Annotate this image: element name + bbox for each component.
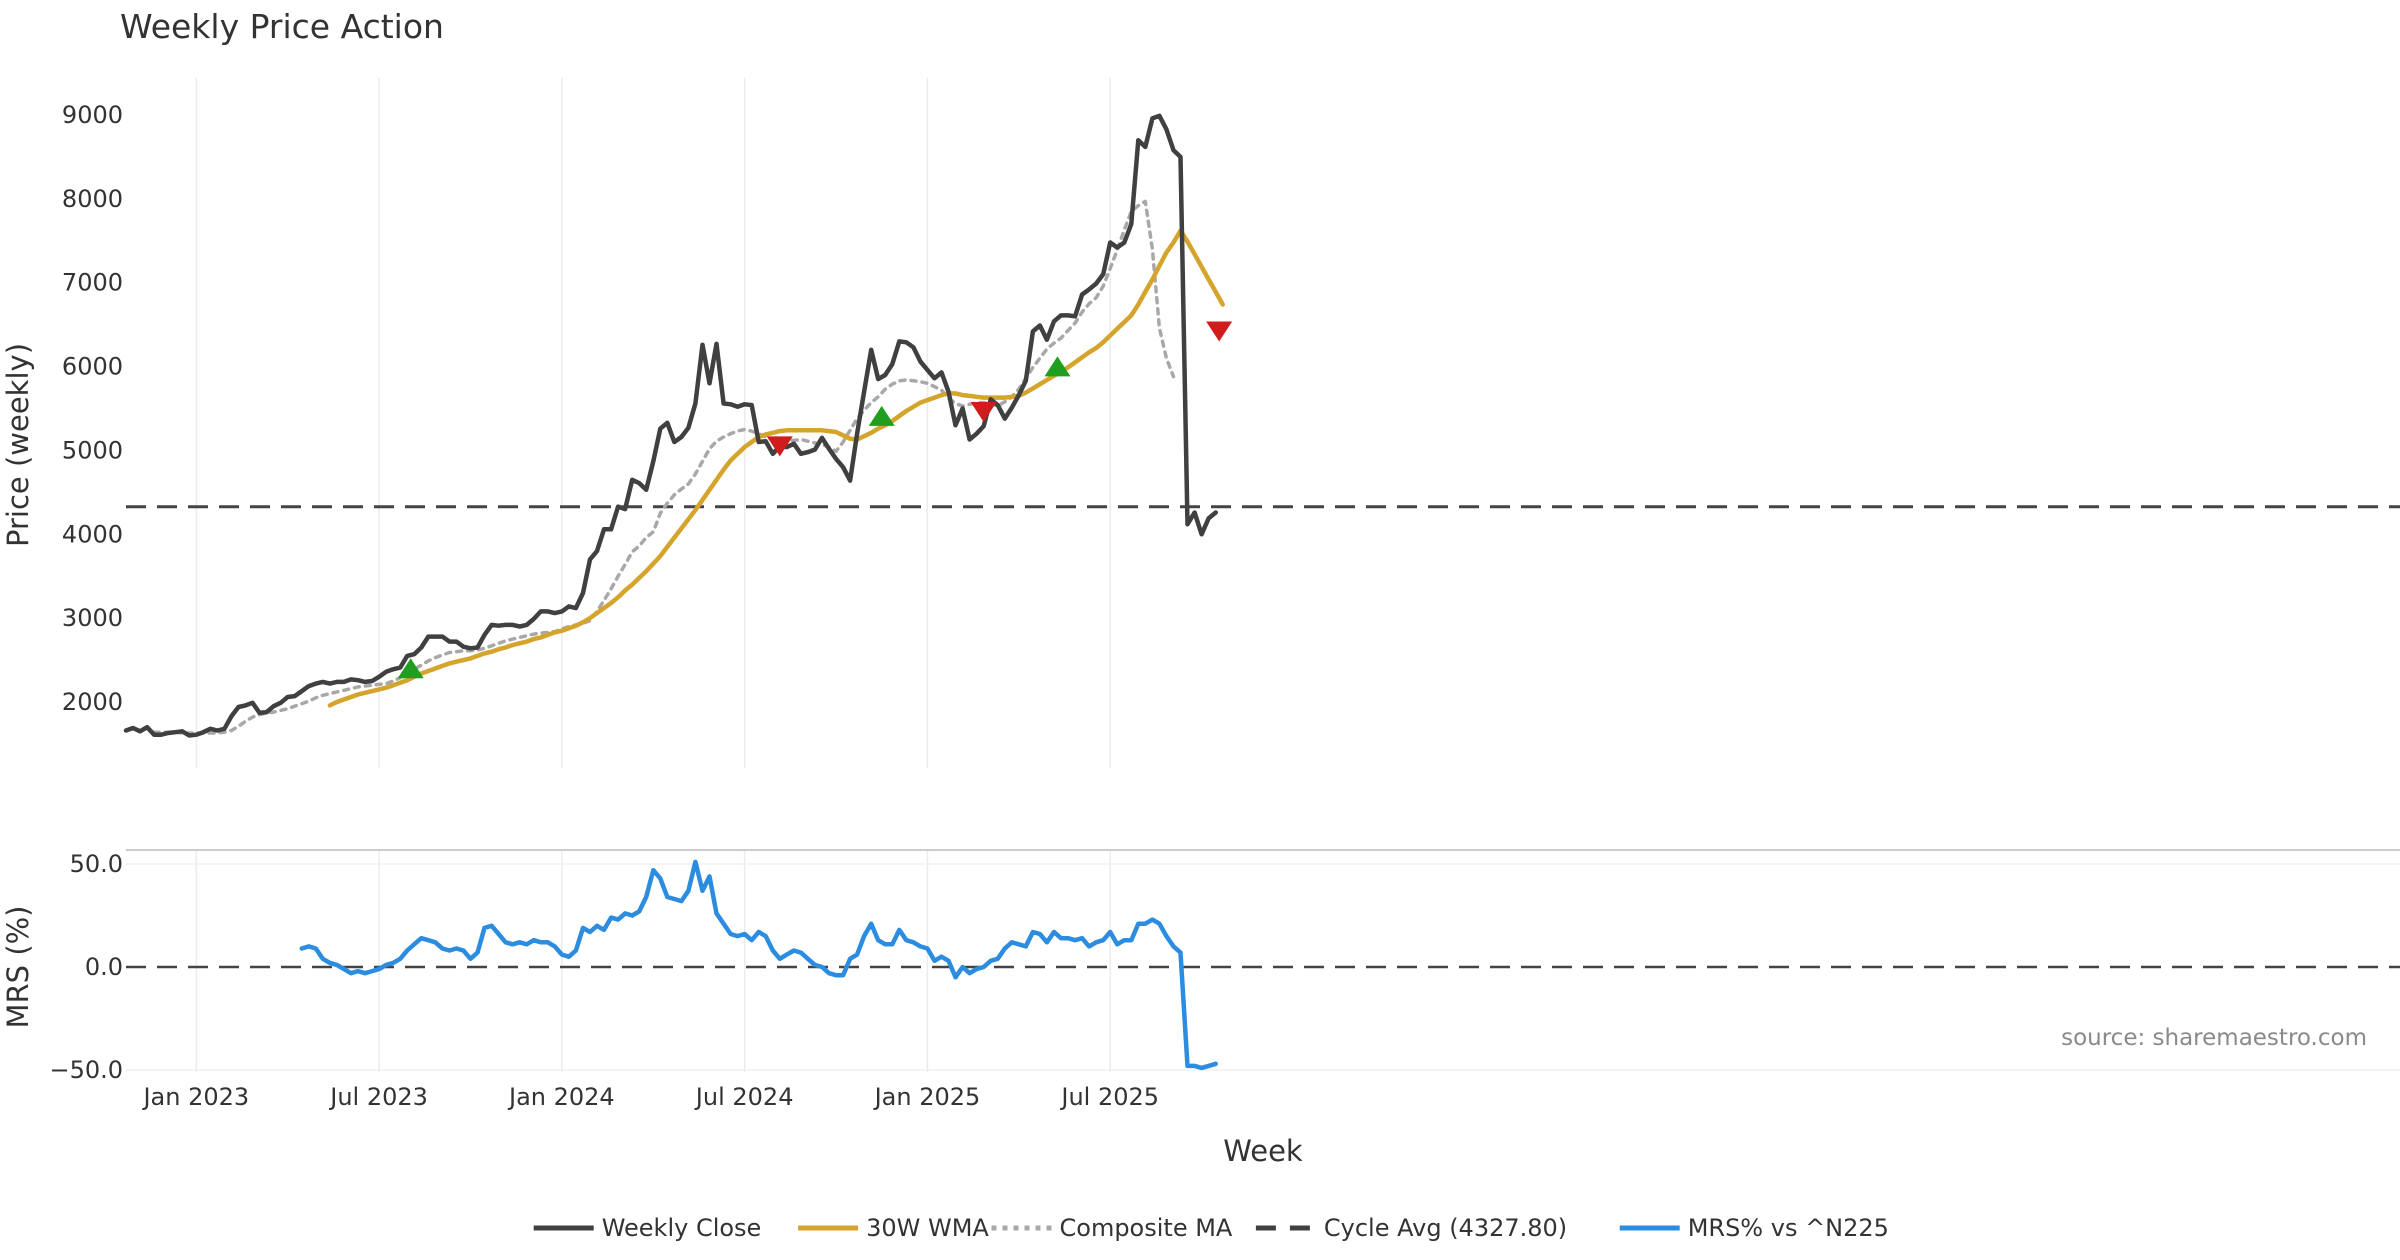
source-note: source: sharemaestro.com: [2061, 1025, 2367, 1051]
legend: Weekly Close 30W WMA Composite MA Cycle Avg…: [533, 1214, 1889, 1242]
x-tick-label: Jul 2024: [694, 1083, 794, 1111]
price-y-axis-label: Price (weekly): [1, 343, 35, 547]
chart-title: Weekly Price Action: [120, 7, 444, 46]
mrs-y-ticks: 50.0 0.0 −50.0: [49, 850, 123, 1084]
buy-signal-marker: [868, 405, 895, 426]
price-y-tick-label: 9000: [62, 101, 123, 129]
mrs-y-tick-label: 50.0: [70, 850, 123, 878]
price-y-ticks: 2000 3000 4000 5000 6000 7000 8000 9000: [62, 101, 123, 716]
legend-label: Weekly Close: [602, 1214, 762, 1242]
legend-item: Composite MA: [991, 1214, 1233, 1242]
x-tick-label: Jul 2025: [1059, 1083, 1159, 1111]
mrs-line: [299, 859, 1218, 1071]
price-grid: [195, 78, 1111, 768]
price-y-tick-label: 5000: [62, 436, 123, 464]
mrs-grid: [126, 850, 2400, 1072]
price-y-tick-label: 2000: [62, 688, 123, 716]
x-tick-label: Jan 2025: [873, 1083, 981, 1111]
price-series-group: [123, 113, 2400, 738]
mrs-y-tick-label: −50.0: [49, 1056, 123, 1084]
buy-signal-marker: [397, 658, 424, 679]
signal-markers: [397, 321, 1233, 679]
legend-label: MRS% vs ^N225: [1688, 1214, 1889, 1242]
weekly-close-line: [123, 113, 1218, 738]
mrs-series-group: [126, 859, 2400, 1071]
sell-signal-marker: [1206, 321, 1233, 342]
x-tick-label: Jan 2024: [507, 1083, 615, 1111]
price-y-tick-label: 6000: [62, 353, 123, 381]
price-y-tick-label: 7000: [62, 269, 123, 297]
composite-ma-line: [152, 199, 1176, 735]
30w-wma-line: [327, 228, 1225, 708]
legend-label: 30W WMA: [866, 1214, 989, 1242]
sell-signal-marker: [766, 436, 793, 457]
buy-signal-marker: [1044, 356, 1071, 377]
legend-label: Composite MA: [1060, 1214, 1233, 1242]
x-axis-ticks: Jan 2023 Jul 2023 Jan 2024 Jul 2024 Jan 2025…: [141, 1083, 1159, 1111]
x-axis-label: Week: [1223, 1134, 1303, 1168]
price-y-tick-label: 8000: [62, 185, 123, 213]
x-tick-label: Jan 2023: [141, 1083, 249, 1111]
price-y-tick-label: 3000: [62, 604, 123, 632]
legend-item: 30W WMA: [798, 1214, 989, 1242]
legend-label: Cycle Avg (4327.80): [1324, 1214, 1567, 1242]
legend-item: MRS% vs ^N225: [1619, 1214, 1889, 1242]
mrs-y-tick-label: 0.0: [85, 953, 123, 981]
mrs-y-axis-label: MRS (%): [1, 906, 35, 1029]
legend-item: Weekly Close: [533, 1214, 762, 1242]
x-tick-label: Jul 2023: [328, 1083, 428, 1111]
price-y-tick-label: 4000: [62, 520, 123, 548]
sell-signal-marker: [970, 402, 997, 423]
legend-item: Cycle Avg (4327.80): [1255, 1214, 1567, 1242]
